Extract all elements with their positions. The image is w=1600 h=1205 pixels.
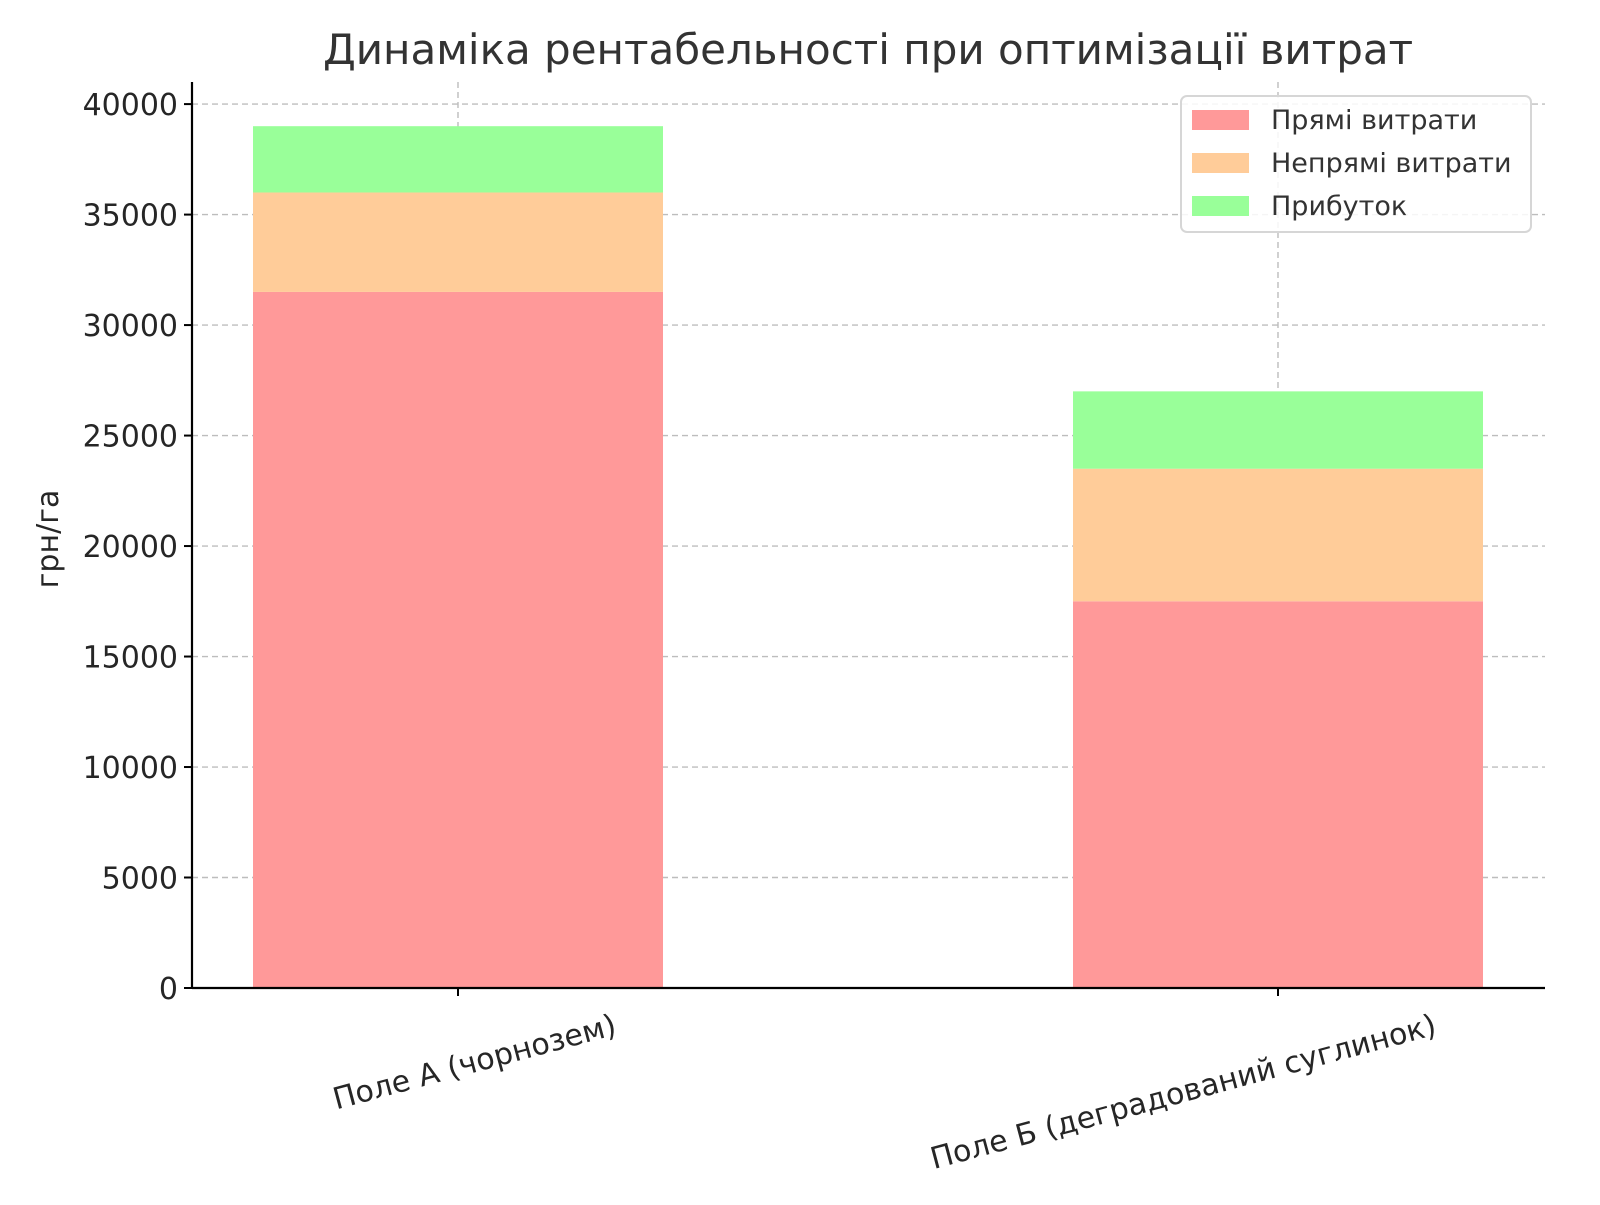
y-tick-label-3: 15000 [83, 641, 178, 676]
y-tick-label-7: 35000 [83, 199, 178, 234]
x-tick-label-0: Поле А (чорнозем) [329, 1008, 620, 1117]
y-tick-label-5: 25000 [83, 420, 178, 455]
legend-swatch-2 [1192, 196, 1249, 216]
y-tick-label-0: 0 [159, 972, 178, 1007]
legend-label-2: Прибуток [1271, 191, 1407, 222]
legend-box [1180, 95, 1532, 233]
bar-segment-0-1 [253, 192, 663, 292]
y-tick-label-6: 30000 [83, 309, 178, 344]
y-tick-label-8: 40000 [83, 88, 178, 123]
y-tick-label-4: 20000 [83, 530, 178, 565]
legend-label-1: Непрямі витрати [1271, 148, 1512, 179]
y-tick-label-2: 10000 [83, 751, 178, 786]
bar-segment-0-0 [253, 291, 663, 988]
legend: Прямі витрати Непрямі витрати Прибуток [1180, 95, 1532, 233]
y-axis-label: грн/га [31, 490, 66, 589]
legend-swatch-0 [1192, 110, 1249, 130]
y-tick-label-1: 5000 [102, 862, 178, 897]
chart-title: Динаміка рентабельності при оптимізації … [323, 25, 1413, 74]
bars [253, 126, 1483, 988]
bar-segment-1-2 [1073, 391, 1483, 469]
legend-label-0: Прямі витрати [1271, 105, 1477, 136]
x-tick-label-1: Поле Б (деградований суглинок) [927, 1008, 1440, 1177]
bar-segment-1-0 [1073, 601, 1483, 988]
bar-segment-1-1 [1073, 468, 1483, 602]
legend-swatch-1 [1192, 153, 1249, 173]
axes [190, 82, 1545, 990]
bar-segment-0-2 [253, 126, 663, 193]
